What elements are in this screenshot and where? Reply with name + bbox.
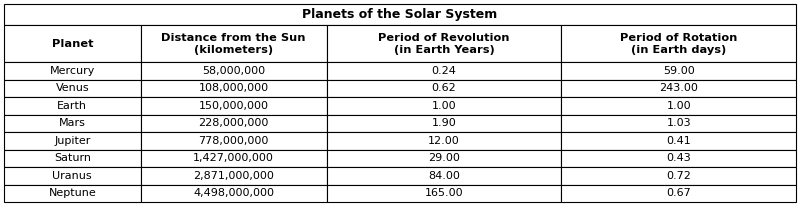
Text: 228,000,000: 228,000,000: [198, 118, 269, 128]
Bar: [562, 25, 796, 62]
Text: 1.03: 1.03: [666, 118, 691, 128]
Bar: [141, 25, 326, 62]
Text: 165.00: 165.00: [425, 188, 463, 198]
Text: 1.90: 1.90: [432, 118, 457, 128]
Bar: [326, 167, 562, 185]
Text: Planet: Planet: [51, 39, 93, 49]
Bar: [141, 62, 326, 80]
Text: 12.00: 12.00: [428, 136, 460, 146]
Text: 0.43: 0.43: [666, 153, 691, 163]
Bar: [141, 115, 326, 132]
Text: 29.00: 29.00: [428, 153, 460, 163]
Bar: [562, 62, 796, 80]
Text: 84.00: 84.00: [428, 171, 460, 181]
Bar: [562, 185, 796, 202]
Text: 2,871,000,000: 2,871,000,000: [194, 171, 274, 181]
Text: Period of Rotation
(in Earth days): Period of Rotation (in Earth days): [620, 33, 738, 55]
Bar: [4, 167, 141, 185]
Bar: [4, 150, 141, 167]
Text: 59.00: 59.00: [663, 66, 694, 76]
Bar: [4, 115, 141, 132]
Bar: [326, 62, 562, 80]
Text: 778,000,000: 778,000,000: [198, 136, 269, 146]
Text: 4,498,000,000: 4,498,000,000: [193, 188, 274, 198]
Text: 243.00: 243.00: [659, 83, 698, 94]
Text: 1.00: 1.00: [666, 101, 691, 111]
Bar: [562, 150, 796, 167]
Text: 0.62: 0.62: [432, 83, 457, 94]
Text: Mercury: Mercury: [50, 66, 95, 76]
Text: Neptune: Neptune: [49, 188, 96, 198]
Text: Mars: Mars: [59, 118, 86, 128]
Bar: [326, 97, 562, 115]
Text: Uranus: Uranus: [53, 171, 92, 181]
Text: Saturn: Saturn: [54, 153, 91, 163]
Bar: [326, 132, 562, 150]
Text: 150,000,000: 150,000,000: [198, 101, 269, 111]
Text: 1.00: 1.00: [432, 101, 456, 111]
Text: 58,000,000: 58,000,000: [202, 66, 266, 76]
Text: Period of Revolution
(in Earth Years): Period of Revolution (in Earth Years): [378, 33, 510, 55]
Text: 0.24: 0.24: [432, 66, 457, 76]
Bar: [562, 167, 796, 185]
Bar: [4, 4, 796, 25]
Text: 0.41: 0.41: [666, 136, 691, 146]
Text: 1,427,000,000: 1,427,000,000: [194, 153, 274, 163]
Text: 0.67: 0.67: [666, 188, 691, 198]
Bar: [4, 25, 141, 62]
Bar: [4, 132, 141, 150]
Bar: [4, 62, 141, 80]
Text: Venus: Venus: [55, 83, 89, 94]
Bar: [562, 132, 796, 150]
Bar: [326, 185, 562, 202]
Bar: [562, 115, 796, 132]
Bar: [141, 167, 326, 185]
Bar: [4, 97, 141, 115]
Text: Jupiter: Jupiter: [54, 136, 90, 146]
Bar: [4, 185, 141, 202]
Text: 108,000,000: 108,000,000: [198, 83, 269, 94]
Bar: [141, 80, 326, 97]
Bar: [326, 150, 562, 167]
Bar: [326, 80, 562, 97]
Bar: [562, 80, 796, 97]
Bar: [141, 150, 326, 167]
Bar: [141, 132, 326, 150]
Text: Distance from the Sun
(kilometers): Distance from the Sun (kilometers): [162, 33, 306, 55]
Bar: [141, 97, 326, 115]
Bar: [326, 115, 562, 132]
Bar: [326, 25, 562, 62]
Bar: [4, 80, 141, 97]
Bar: [562, 97, 796, 115]
Text: Planets of the Solar System: Planets of the Solar System: [302, 8, 498, 21]
Text: Earth: Earth: [58, 101, 87, 111]
Bar: [141, 185, 326, 202]
Text: 0.72: 0.72: [666, 171, 691, 181]
